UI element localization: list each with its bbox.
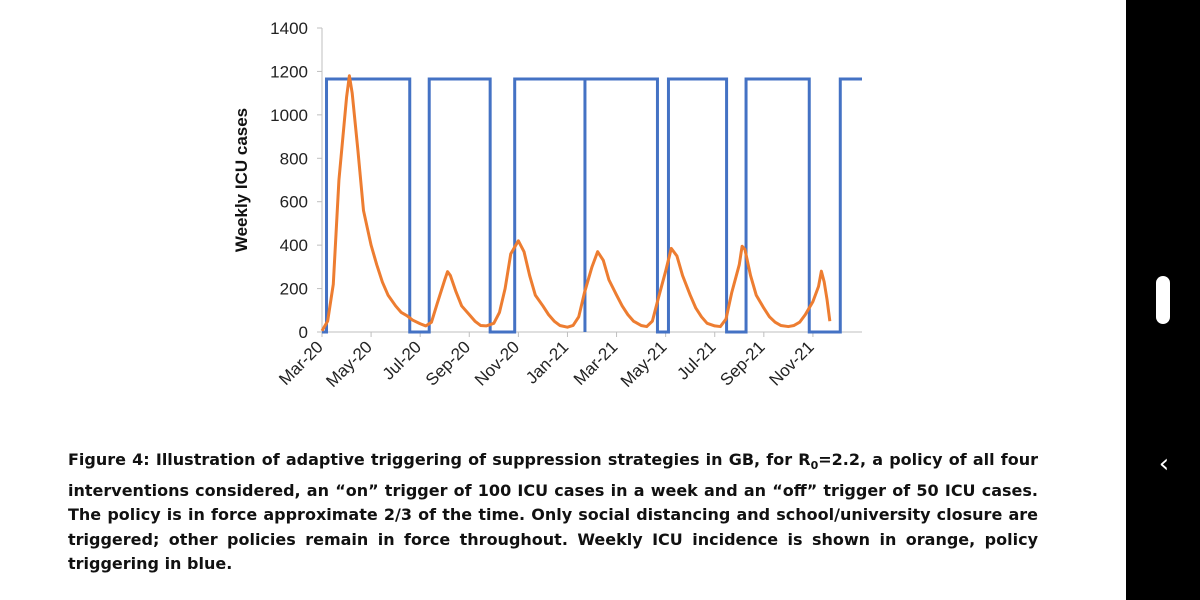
x-tick-label: Jan-21 bbox=[522, 337, 572, 387]
chevron-left-icon[interactable]: ‹ bbox=[1158, 449, 1170, 479]
y-tick-label: 1000 bbox=[270, 106, 308, 125]
y-tick-label: 1400 bbox=[270, 19, 308, 38]
y-tick-label: 1200 bbox=[270, 62, 308, 81]
x-tick-label: Jul-20 bbox=[379, 337, 425, 383]
x-tick-label: Nov-21 bbox=[766, 337, 818, 389]
x-tick-label: Jul-21 bbox=[673, 337, 719, 383]
y-tick-label: 400 bbox=[280, 236, 308, 255]
side-panel: ‹ bbox=[1126, 0, 1200, 600]
x-tick-label: Mar-21 bbox=[570, 337, 622, 389]
x-tick-label: Sep-20 bbox=[422, 337, 474, 389]
x-tick-label: Sep-21 bbox=[716, 337, 768, 389]
caption-text: =2.2, a policy of all four interventions… bbox=[68, 450, 1038, 574]
pill-handle-icon[interactable] bbox=[1156, 276, 1170, 324]
figure-caption: Figure 4: Illustration of adaptive trigg… bbox=[68, 448, 1038, 577]
y-tick-label: 200 bbox=[280, 280, 308, 299]
caption-subscript: 0 bbox=[810, 459, 819, 473]
y-tick-label: 600 bbox=[280, 193, 308, 212]
y-tick-label: 800 bbox=[280, 149, 308, 168]
x-tick-label: Mar-20 bbox=[275, 337, 327, 389]
y-axis-title: Weekly ICU cases bbox=[232, 108, 251, 252]
x-tick-label: May-21 bbox=[617, 337, 671, 391]
y-tick-label: 0 bbox=[299, 323, 308, 342]
policy-trigger-line bbox=[322, 77, 862, 334]
caption-text: Figure 4: Illustration of adaptive trigg… bbox=[68, 450, 811, 469]
icu-incidence-line bbox=[320, 74, 832, 332]
x-tick-label: Nov-20 bbox=[471, 337, 523, 389]
chart-axes bbox=[317, 27, 862, 337]
x-tick-label: May-20 bbox=[322, 337, 376, 391]
chart-series bbox=[320, 74, 862, 334]
